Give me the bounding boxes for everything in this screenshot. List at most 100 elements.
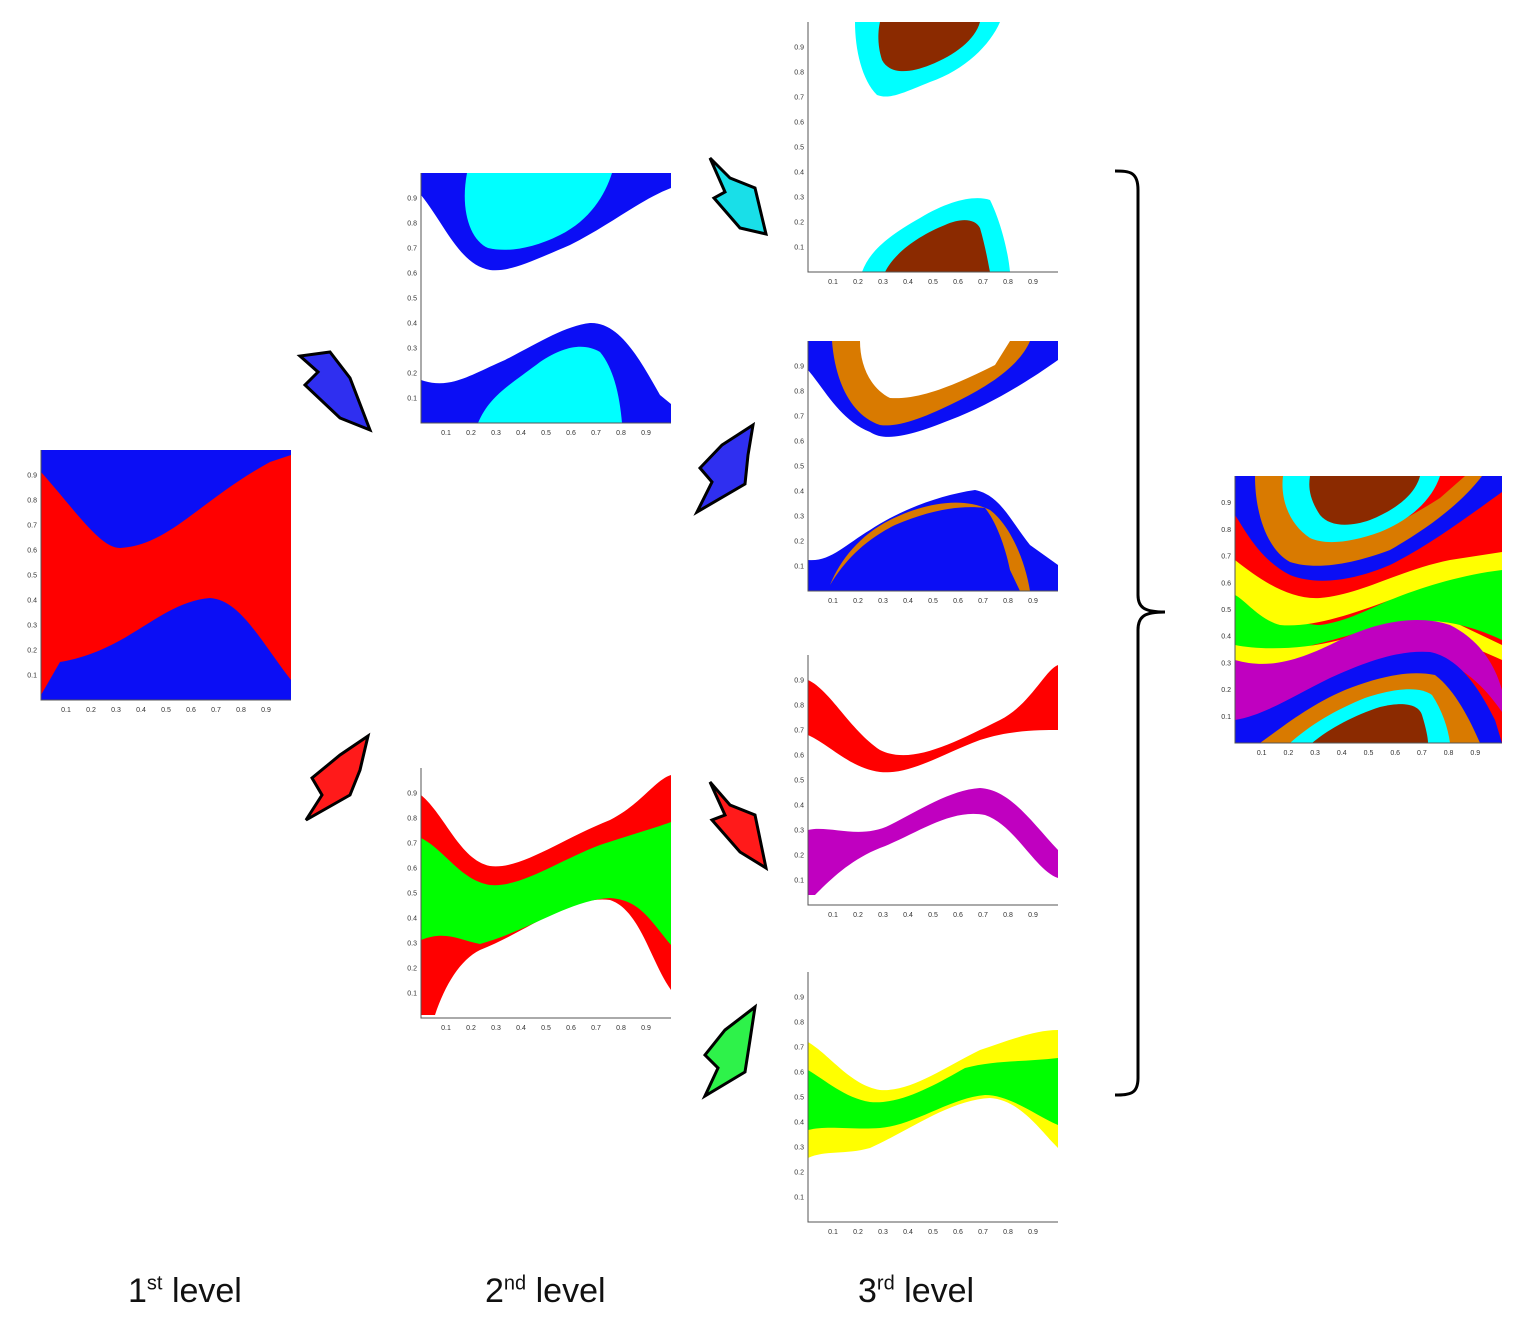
level2-bottom-axes-y-tick: 0.7 (407, 841, 417, 848)
level3-3-axes-y-tick: 0.3 (794, 828, 804, 835)
level2-bottom-axes-x-tick: 0.6 (566, 1025, 576, 1032)
combined-axes-y-tick: 0.3 (1221, 660, 1231, 667)
level2-bottom-axes: 0.1 0.1 0.2 0.2 0.3 0.3 0.4 0.4 0.5 0.5 0.6 0.6 0.7 0… (407, 768, 671, 1032)
level1-axes-y-tick: 0.4 (27, 598, 37, 605)
level3-2-axes: 0.1 0.1 0.2 0.2 0.3 0.3 0.4 0.4 0.5 0.5 0.6 0.6 0.7 0… (794, 341, 1058, 605)
arrow-level2-to-level3-2 (693, 421, 756, 516)
combined-axes-x-tick: 0.6 (1390, 750, 1400, 757)
level-3-caption: 3rd level (858, 1272, 974, 1311)
level2-top-cyan-lower (478, 346, 622, 423)
level3-1-brown-upper (878, 22, 980, 72)
combined-axes-x-tick: 0.2 (1284, 750, 1294, 757)
combined-axes-y-tick: 0.5 (1221, 607, 1231, 614)
level1-axes-x-tick: 0.6 (186, 707, 196, 714)
level2-bottom-green-band (421, 822, 671, 945)
level3-1-axes-y-tick: 0.3 (794, 195, 804, 202)
level2-bottom-axes-lines (420, 768, 671, 1019)
level3-2-axes-y-tick: 0.2 (794, 539, 804, 546)
level-1-word: level (171, 1272, 242, 1310)
level3-2-axes-x-tick: 0.9 (1028, 598, 1038, 605)
level3-3-red-band (808, 665, 1058, 773)
combined-axes-y-tick: 0.8 (1221, 527, 1231, 534)
level1-axes-y-tick: 0.6 (27, 548, 37, 555)
level3-3-axes-x-tick: 0.9 (1028, 912, 1038, 919)
level3-3-axes-y-tick: 0.9 (794, 678, 804, 685)
level3-2-axes-y-tick: 0.3 (794, 514, 804, 521)
level3-2-axes-x-tick: 0.1 (828, 598, 838, 605)
level2-top-axes-x-tick: 0.3 (491, 430, 501, 437)
level-1-caption: 1st level (128, 1272, 242, 1311)
level2-bottom-axes-y-tick: 0.2 (407, 966, 417, 973)
combined-axes-x-tick: 0.4 (1337, 750, 1347, 757)
level1-axes-x-tick: 0.9 (261, 707, 271, 714)
combined-brown-lower (1312, 704, 1428, 743)
level3-1-axes-x-tick: 0.2 (853, 279, 863, 286)
level3-4-axes-x-tick: 0.5 (928, 1229, 938, 1236)
level2-bottom-axes-x-tick: 0.7 (591, 1025, 601, 1032)
level3-3-axes-y-tick: 0.8 (794, 703, 804, 710)
level2-top-axes-x-tick: 0.1 (441, 430, 451, 437)
level3-2-axes-x-tick: 0.7 (978, 598, 988, 605)
level-2-ordinal: nd (503, 1272, 527, 1295)
combined-axes-x-tick: 0.5 (1364, 750, 1374, 757)
level2-bottom-axes-y-tick: 0.3 (407, 941, 417, 948)
level2-bottom-axes-x-tick: 0.9 (641, 1025, 651, 1032)
level-1-number: 1 (128, 1272, 147, 1310)
level1-axes-y-tick: 0.3 (27, 623, 37, 630)
combined-green-band (1235, 565, 1502, 652)
level2-top-axes-y-tick: 0.3 (407, 346, 417, 353)
level3-2-orange-upper (832, 341, 1030, 426)
level1-axes-x-tick: 0.3 (111, 707, 121, 714)
level3-plot-2: 0.1 0.1 0.2 0.2 0.3 0.3 0.4 0.4 0.5 0.5 0.6 0.6 0.7 0… (794, 341, 1058, 605)
level3-plot-4: 0.1 0.1 0.2 0.2 0.3 0.3 0.4 0.4 0.5 0.5 0.6 0.6 0.7 0… (794, 972, 1058, 1236)
level2-top-axes-x-tick: 0.8 (616, 430, 626, 437)
level2-top-axes-y-tick: 0.6 (407, 271, 417, 278)
level2-bottom-axes-x-tick: 0.8 (616, 1025, 626, 1032)
level2-top-axes-y-tick: 0.2 (407, 371, 417, 378)
arrow-level1-to-level2-bottom (304, 732, 371, 822)
level2-top-axes-x-tick: 0.4 (516, 430, 526, 437)
level2-top-axes-y-tick: 0.8 (407, 221, 417, 228)
level3-2-axes-x-tick: 0.3 (878, 598, 888, 605)
level3-4-axes-y-tick: 0.4 (794, 1120, 804, 1127)
arrow-level2-to-level3-4 (701, 1003, 758, 1100)
level2-bottom-axes-y-tick: 0.6 (407, 866, 417, 873)
level3-2-axes-x-tick: 0.4 (903, 598, 913, 605)
level3-4-axes-x-tick: 0.2 (853, 1229, 863, 1236)
level1-plot: 0.1 0.1 0.2 0.2 0.3 0.3 0.4 0.4 0.5 0.5 0.6 0.6 0.7 0… (27, 450, 291, 714)
level2-bottom-axes-x-tick: 0.1 (441, 1025, 451, 1032)
level-3-word: level (904, 1272, 975, 1310)
level-3-number: 3 (858, 1272, 877, 1310)
level2-bottom-axes-y-tick: 0.8 (407, 816, 417, 823)
level3-1-axes-x-tick: 0.1 (828, 279, 838, 286)
combined-axes-x-tick: 0.1 (1257, 750, 1267, 757)
arrow-level1-to-level2-top (296, 350, 373, 433)
level2-top-axes-x-tick: 0.7 (591, 430, 601, 437)
combine-brace (1114, 169, 1166, 1097)
level3-2-axes-y-tick: 0.8 (794, 389, 804, 396)
level-3-ordinal: rd (876, 1272, 895, 1295)
level2-top-axes-lines (420, 173, 671, 424)
level3-4-axes-x-tick: 0.4 (903, 1229, 913, 1236)
level3-2-axes-y-tick: 0.7 (794, 414, 804, 421)
level-2-caption: 2nd level (485, 1272, 606, 1311)
arrow-level2-to-level3-3 (708, 781, 769, 872)
level3-1-axes-y-tick: 0.4 (794, 170, 804, 177)
level3-3-axes-x-tick: 0.5 (928, 912, 938, 919)
level3-3-magenta-band (808, 788, 1058, 895)
level1-axes-x-tick: 0.2 (86, 707, 96, 714)
level3-2-axes-y-tick: 0.6 (794, 439, 804, 446)
level3-4-axes-y-tick: 0.9 (794, 995, 804, 1002)
level2-top-axes-x-tick: 0.5 (541, 430, 551, 437)
level2-top-axes-y-tick: 0.4 (407, 321, 417, 328)
level2-top-axes-y-tick: 0.1 (407, 396, 417, 403)
level3-1-axes-y-tick: 0.5 (794, 145, 804, 152)
level-1-ordinal: st (146, 1272, 163, 1295)
combined-brown-upper (1309, 476, 1420, 525)
level3-4-axes-y-tick: 0.6 (794, 1070, 804, 1077)
combined-axes-x-tick: 0.8 (1444, 750, 1454, 757)
level2-bottom-axes-y-tick: 0.1 (407, 991, 417, 998)
level2-bottom-plot: 0.1 0.1 0.2 0.2 0.3 0.3 0.4 0.4 0.5 0.5 0.6 0.6 0.7 0… (407, 768, 671, 1032)
level2-bottom-axes-x-tick: 0.2 (466, 1025, 476, 1032)
